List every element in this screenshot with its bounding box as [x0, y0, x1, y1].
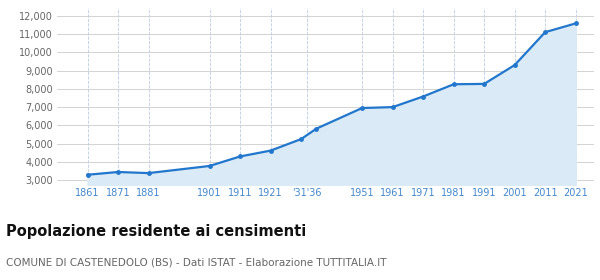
Text: COMUNE DI CASTENEDOLO (BS) - Dati ISTAT - Elaborazione TUTTITALIA.IT: COMUNE DI CASTENEDOLO (BS) - Dati ISTAT …: [6, 258, 386, 268]
Text: Popolazione residente ai censimenti: Popolazione residente ai censimenti: [6, 224, 306, 239]
